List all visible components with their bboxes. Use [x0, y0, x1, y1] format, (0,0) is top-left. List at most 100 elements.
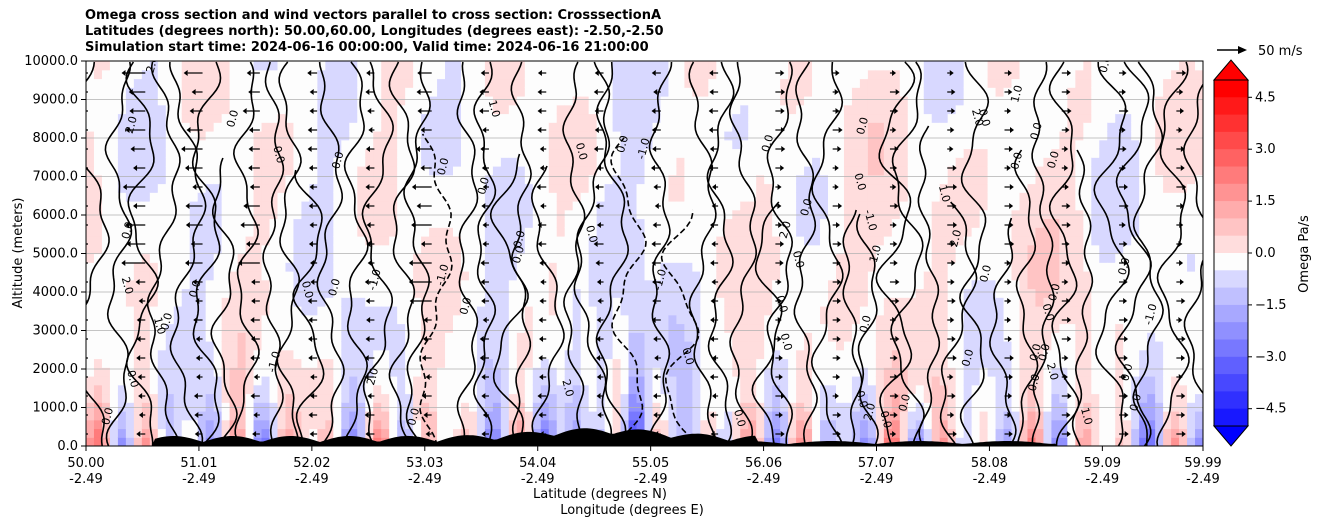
- field-cell: [596, 183, 606, 193]
- field-cell: [532, 227, 542, 237]
- field-cell: [772, 384, 781, 395]
- field-cell: [955, 349, 965, 360]
- field-cell: [812, 253, 821, 263]
- field-cell: [373, 139, 382, 150]
- field-cell: [580, 376, 590, 386]
- field-cell: [445, 96, 454, 106]
- field-cell: [157, 428, 167, 438]
- field-cell: [835, 174, 845, 185]
- field-cell: [867, 78, 877, 88]
- field-cell: [716, 323, 725, 333]
- field-cell: [197, 209, 207, 220]
- field-cell: [421, 236, 430, 246]
- field-cell: [891, 384, 901, 395]
- field-cell: [301, 367, 310, 377]
- field-cell: [931, 393, 941, 403]
- field-cell: [644, 201, 654, 211]
- field-cell: [437, 288, 446, 298]
- field-cell: [373, 297, 382, 307]
- field-cell: [939, 384, 949, 395]
- field-cell: [445, 139, 454, 150]
- field-cell: [612, 349, 622, 360]
- field-cell: [261, 104, 271, 115]
- field-cell: [812, 166, 821, 176]
- field-cell: [373, 402, 382, 412]
- field-cell: [556, 358, 566, 368]
- field-cell: [732, 314, 741, 325]
- field-cell: [205, 411, 215, 421]
- field-cell: [899, 411, 909, 421]
- field-cell: [125, 96, 135, 106]
- field-cell: [620, 218, 630, 228]
- field-cell: [86, 201, 95, 211]
- field-cell: [325, 113, 334, 123]
- field-cell: [828, 253, 837, 263]
- field-cell: [245, 306, 255, 316]
- field-cell: [532, 174, 542, 185]
- field-cell: [931, 236, 941, 246]
- field-cell: [141, 253, 151, 263]
- field-cell: [165, 288, 175, 298]
- field-cell: [796, 236, 805, 246]
- field-cell: [460, 131, 470, 141]
- field-cell: [556, 236, 566, 246]
- field-cell: [293, 148, 303, 158]
- field-cell: [237, 323, 247, 333]
- field-cell: [612, 166, 622, 176]
- field-cell: [205, 393, 215, 403]
- field-cell: [508, 227, 518, 237]
- field-cell: [668, 87, 678, 97]
- field-cell: [620, 131, 630, 141]
- field-cell: [109, 358, 119, 368]
- field-cell: [453, 323, 462, 333]
- field-cell: [261, 174, 271, 185]
- field-cell: [149, 297, 159, 307]
- field-cell: [588, 218, 598, 228]
- field-cell: [109, 297, 119, 307]
- field-cell: [285, 78, 295, 88]
- field-cell: [405, 314, 414, 325]
- field-cell: [373, 376, 382, 386]
- field-cell: [460, 349, 470, 360]
- field-cell: [253, 183, 263, 193]
- field-cell: [93, 166, 103, 176]
- field-cell: [756, 341, 765, 351]
- field-cell: [221, 323, 231, 333]
- field-cell: [389, 323, 398, 333]
- field-cell: [205, 78, 215, 88]
- field-cell: [716, 332, 725, 342]
- field-cell: [580, 192, 590, 202]
- field-cell: [253, 113, 263, 123]
- field-cell: [500, 218, 510, 228]
- field-cell: [764, 227, 773, 237]
- field-cell: [293, 349, 303, 360]
- field-cell: [812, 358, 821, 368]
- field-cell: [373, 306, 382, 316]
- field-cell: [516, 314, 526, 325]
- field-cell: [883, 236, 893, 246]
- field-cell: [947, 262, 957, 272]
- field-cell: [764, 78, 773, 88]
- field-cell: [373, 148, 382, 158]
- field-cell: [101, 253, 111, 263]
- field-cell: [588, 166, 598, 176]
- field-cell: [301, 428, 310, 438]
- field-cell: [883, 323, 893, 333]
- field-cell: [604, 104, 614, 115]
- field-cell: [963, 297, 973, 307]
- field-cell: [907, 419, 917, 430]
- field-cell: [197, 104, 207, 115]
- field-cell: [125, 279, 135, 290]
- field-cell: [612, 244, 622, 255]
- field-cell: [301, 384, 310, 395]
- field-cell: [812, 402, 821, 412]
- field-cell: [173, 402, 183, 412]
- field-cell: [867, 314, 877, 325]
- field-cell: [101, 209, 111, 220]
- field-cell: [269, 297, 279, 307]
- field-cell: [867, 236, 877, 246]
- field-cell: [812, 236, 821, 246]
- field-cell: [660, 236, 670, 246]
- field-cell: [780, 437, 789, 446]
- field-cell: [173, 218, 183, 228]
